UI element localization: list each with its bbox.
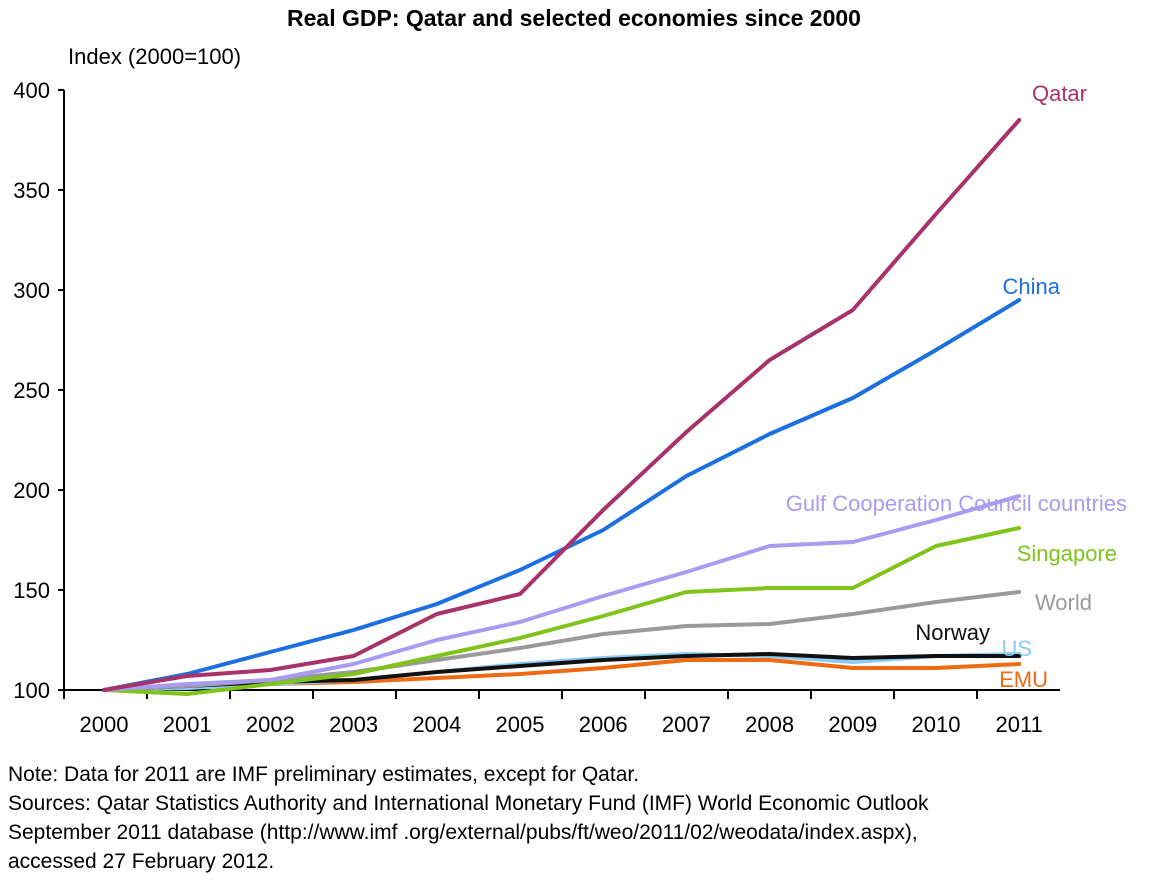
- series-label-gulf-cooperation-council-countries: Gulf Cooperation Council countries: [786, 491, 1127, 516]
- series-label-emu: EMU: [999, 667, 1048, 692]
- x-tick-label: 2011: [996, 712, 1043, 737]
- x-tick-label: 2009: [828, 712, 877, 737]
- series-label-norway: Norway: [915, 620, 990, 645]
- y-tick-label: 300: [13, 278, 50, 303]
- note-text: Note: Data for 2011 are IMF preliminary …: [8, 763, 640, 786]
- x-tick-label: 2002: [246, 712, 295, 737]
- series-line-world: [102, 590, 1022, 692]
- x-tick-label: 2005: [496, 712, 545, 737]
- y-tick-label: 250: [13, 378, 50, 403]
- series-lines: [102, 118, 1022, 696]
- series-label-world: World: [1035, 590, 1092, 615]
- series-line-qatar: [102, 118, 1022, 692]
- series-label-us: US: [1001, 636, 1032, 661]
- x-tick-label: 2000: [80, 712, 129, 737]
- series-line-singapore: [102, 526, 1022, 696]
- y-tick-label: 100: [13, 678, 50, 703]
- series-label-singapore: Singapore: [1017, 541, 1117, 566]
- y-tick-label: 350: [13, 178, 50, 203]
- sources-text-1: Sources: Qatar Statistics Authority and …: [8, 792, 929, 815]
- sources-text-2: September 2011 database (http://www.imf …: [8, 821, 918, 844]
- x-tick-label: 2008: [745, 712, 794, 737]
- x-tick-label: 2010: [912, 712, 961, 737]
- x-tick-label: 2004: [412, 712, 461, 737]
- series-label-china: China: [1003, 274, 1061, 299]
- x-tick-label: 2006: [579, 712, 628, 737]
- y-axis-label: Index (2000=100): [68, 44, 241, 69]
- series-label-qatar: Qatar: [1032, 81, 1087, 106]
- series-line-gulf-cooperation-council-countries: [102, 494, 1022, 692]
- y-tick-label: 150: [13, 578, 50, 603]
- series-labels: Qatar China Gulf Cooperation Council count…: [786, 81, 1127, 692]
- x-tick-label: 2007: [662, 712, 711, 737]
- sources-text-3: accessed 27 February 2012.: [8, 850, 275, 873]
- x-tick-label: 2001: [163, 712, 212, 737]
- y-tick-label: 400: [13, 78, 50, 103]
- axes: 100 150 200 250 300 350 400 2000 2001 2002 2003 200…: [13, 78, 1060, 737]
- chart-notes: Note: Data for 2011 are IMF preliminary …: [8, 760, 1158, 876]
- x-tick-label: 2003: [329, 712, 378, 737]
- chart-title: Real GDP: Qatar and selected economies s…: [287, 5, 861, 31]
- y-tick-label: 200: [13, 478, 50, 503]
- line-chart: Real GDP: Qatar and selected economies s…: [13, 5, 1127, 737]
